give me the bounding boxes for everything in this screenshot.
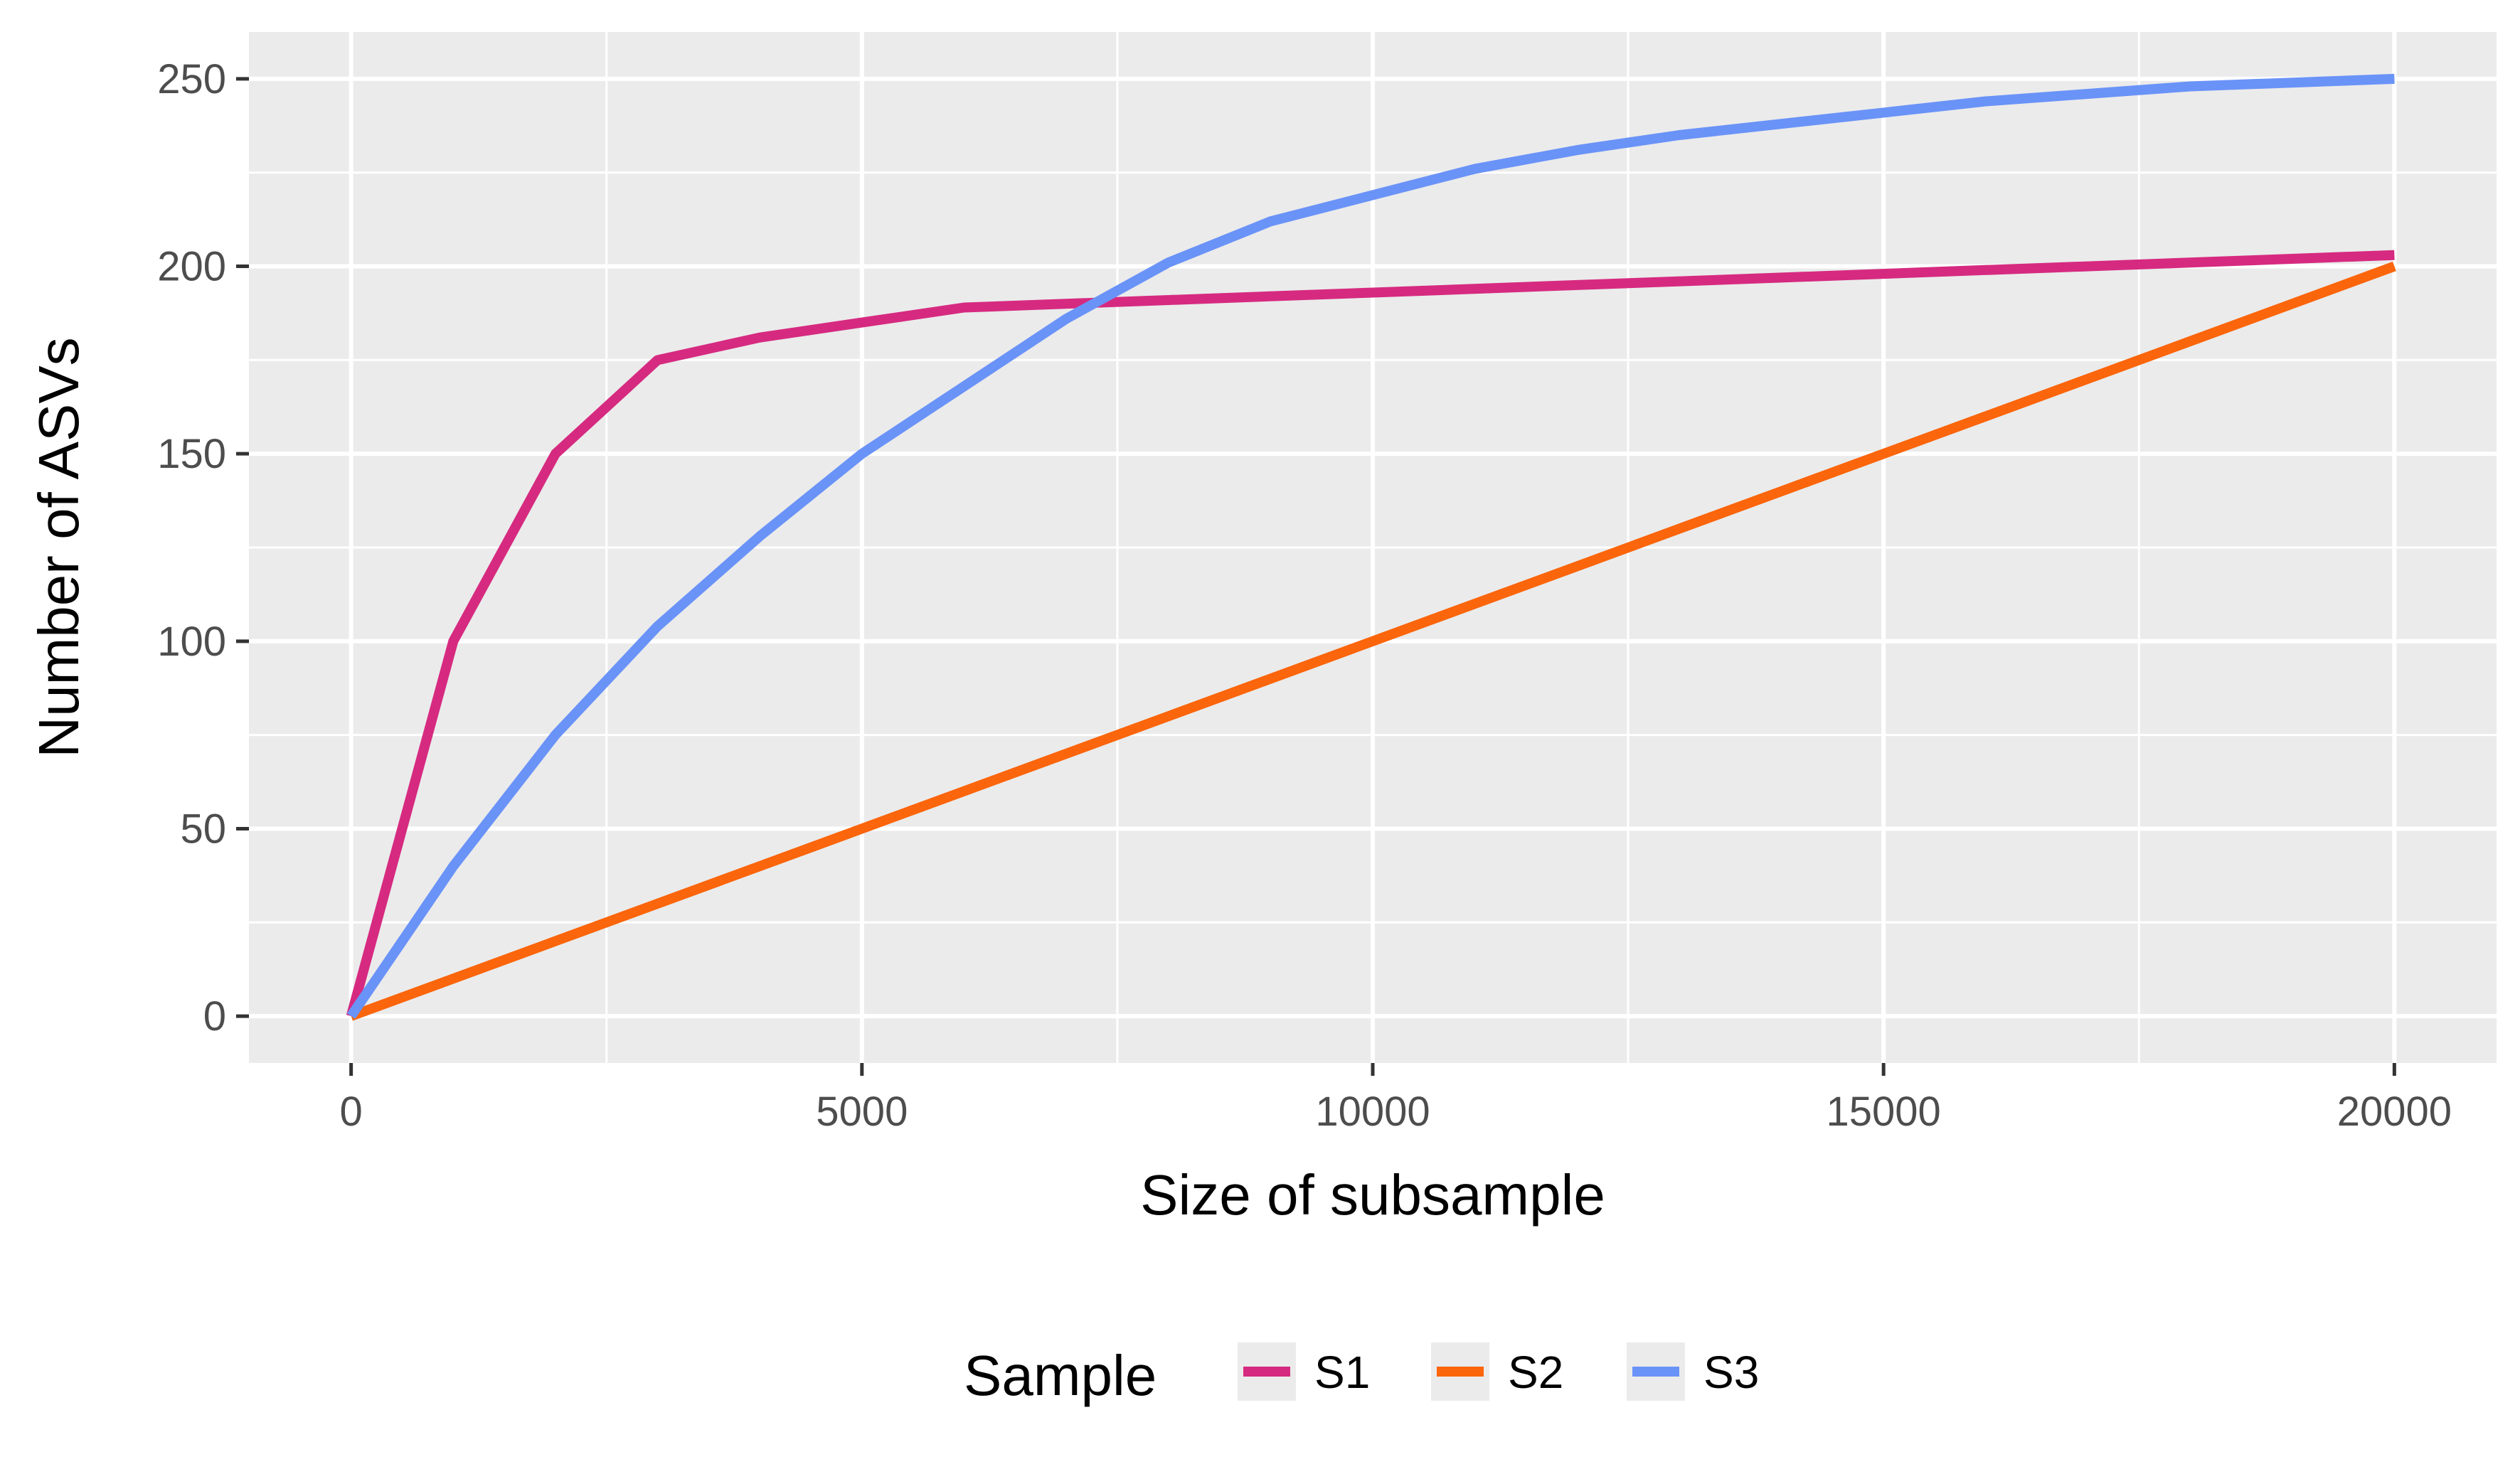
x-tick-label: 0 [340,1089,363,1135]
legend-title: Sample [964,1344,1157,1407]
series-line-s3 [346,73,2395,1020]
legend-label-s1: S1 [1314,1347,1370,1398]
y-tick-label: 250 [157,56,226,102]
legend: Sample S1 S2 S3 [964,1342,1759,1407]
x-axis-title: Size of subsample [1140,1163,1605,1227]
y-tick-label: 200 [157,244,226,290]
x-tick-label: 5000 [816,1089,908,1135]
x-axis: 0 5000 10000 15000 20000 [340,1063,2452,1135]
legend-label-s3: S3 [1703,1347,1759,1398]
y-axis: 0 50 100 150 200 250 [157,56,249,1040]
y-axis-title: Number of ASVs [27,337,90,757]
y-tick-label: 50 [180,806,226,852]
x-tick-label: 15000 [1827,1089,1941,1135]
series-line-s1 [346,250,2395,1017]
y-tick-label: 150 [157,431,226,477]
x-tick-label: 20000 [2337,1089,2452,1135]
y-tick-label: 0 [203,993,226,1040]
y-tick-label: 100 [157,619,226,665]
series-line-s2 [349,261,2396,1021]
legend-label-s2: S2 [1508,1347,1563,1398]
series-layer [346,73,2396,1021]
x-tick-label: 10000 [1315,1089,1430,1135]
